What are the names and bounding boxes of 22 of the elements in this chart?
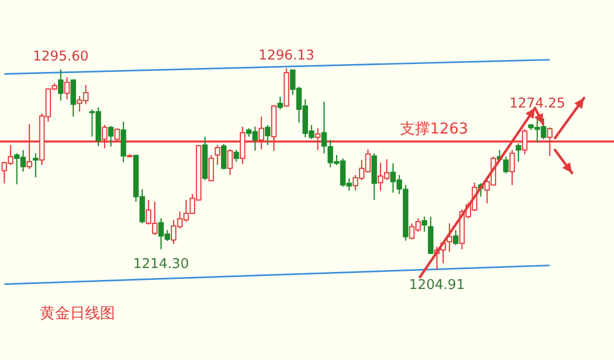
candlestick xyxy=(108,125,114,148)
candlestick xyxy=(208,154,214,182)
candlestick xyxy=(227,148,233,176)
annotation: 1214.30 xyxy=(133,256,189,272)
candlestick xyxy=(64,76,70,100)
candlestick xyxy=(422,216,428,232)
candlestick xyxy=(264,124,270,146)
annotation: 1274.25 xyxy=(509,96,566,112)
candlestick xyxy=(214,144,220,166)
candlestick xyxy=(277,96,283,110)
ref-line-label: 支撑1263 xyxy=(400,120,468,138)
annotation: 1296.13 xyxy=(258,47,314,64)
candlestick xyxy=(509,149,515,186)
candlestick xyxy=(452,229,458,246)
annotation: 1204.91 xyxy=(409,277,465,293)
candlestick xyxy=(32,152,38,178)
candlestick xyxy=(234,149,240,162)
candlestick xyxy=(221,143,226,170)
candlestick xyxy=(58,68,64,102)
annotation: 1295.60 xyxy=(32,48,89,64)
text: 黄金日线图 xyxy=(40,304,115,322)
candlestick xyxy=(516,142,522,162)
